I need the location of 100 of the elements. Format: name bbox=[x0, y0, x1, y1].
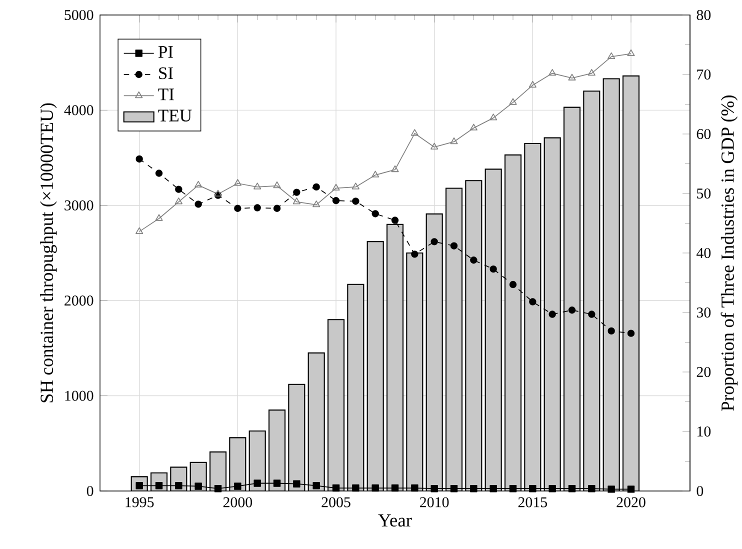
point bbox=[254, 480, 261, 487]
bar bbox=[583, 90, 600, 491]
point bbox=[548, 310, 556, 318]
point bbox=[430, 142, 438, 150]
bar bbox=[563, 106, 581, 491]
bar bbox=[445, 188, 463, 491]
point bbox=[411, 484, 418, 492]
point bbox=[608, 486, 615, 493]
legend-label: TEU bbox=[158, 110, 192, 122]
point bbox=[312, 183, 320, 191]
y2-tick-label: 0 bbox=[696, 486, 704, 496]
point bbox=[372, 210, 379, 218]
point bbox=[136, 155, 143, 163]
point bbox=[490, 114, 498, 120]
point bbox=[194, 200, 202, 208]
x-tick-label: 2015 bbox=[518, 497, 548, 508]
point bbox=[175, 186, 182, 193]
point bbox=[174, 198, 182, 204]
point bbox=[470, 124, 478, 130]
point bbox=[470, 485, 478, 492]
bar bbox=[308, 352, 325, 491]
point bbox=[214, 485, 222, 492]
point bbox=[490, 265, 497, 273]
bar bbox=[426, 213, 443, 491]
y2-tick-label: 40 bbox=[696, 248, 711, 258]
point bbox=[450, 242, 458, 250]
y2-axis-title: Proportion of Three Industries in GDP (%) bbox=[720, 95, 738, 411]
point bbox=[509, 280, 517, 288]
y2-tick-label: 50 bbox=[697, 188, 711, 199]
point bbox=[254, 204, 261, 212]
x-tick-label: 2000 bbox=[223, 497, 252, 508]
y-tick-label: 4000 bbox=[64, 105, 94, 116]
point bbox=[155, 214, 163, 221]
point bbox=[430, 238, 438, 246]
bar bbox=[504, 154, 522, 491]
point bbox=[352, 484, 360, 492]
y-tick-label: 1000 bbox=[65, 390, 94, 401]
bar bbox=[366, 241, 384, 491]
y2-tick-label: 20 bbox=[696, 366, 711, 378]
bar bbox=[229, 437, 246, 491]
bar bbox=[248, 430, 266, 491]
bar bbox=[288, 384, 306, 491]
point bbox=[568, 306, 576, 314]
point bbox=[194, 482, 202, 490]
x-tick-label: 2005 bbox=[322, 497, 350, 508]
x-tick-label: 2020 bbox=[616, 497, 646, 508]
y-tick-label: 0 bbox=[86, 486, 94, 496]
point bbox=[254, 182, 262, 190]
point bbox=[352, 182, 360, 190]
point bbox=[352, 198, 360, 205]
point bbox=[627, 330, 635, 337]
y2-tick-label: 80 bbox=[696, 10, 711, 20]
point bbox=[568, 74, 576, 80]
point bbox=[273, 181, 281, 188]
bar bbox=[544, 137, 561, 491]
point bbox=[391, 484, 399, 492]
point bbox=[490, 485, 497, 492]
point bbox=[136, 227, 144, 234]
bar bbox=[406, 252, 424, 491]
x-axis-title: Year bbox=[378, 514, 412, 527]
bar bbox=[484, 168, 502, 491]
point bbox=[155, 170, 163, 177]
point bbox=[470, 256, 478, 264]
point bbox=[450, 137, 458, 144]
point bbox=[627, 486, 635, 493]
bar bbox=[465, 180, 482, 491]
point bbox=[332, 484, 340, 492]
point bbox=[529, 298, 536, 306]
legend-label: SI bbox=[159, 67, 173, 80]
point bbox=[273, 480, 281, 487]
point bbox=[194, 180, 202, 188]
point bbox=[234, 204, 242, 212]
point bbox=[234, 482, 242, 490]
point bbox=[588, 310, 596, 318]
point bbox=[234, 179, 242, 186]
point bbox=[332, 197, 340, 204]
point bbox=[293, 188, 300, 196]
bar bbox=[327, 319, 345, 491]
point bbox=[529, 485, 536, 492]
legend-label: TI bbox=[158, 88, 174, 100]
point bbox=[548, 485, 556, 492]
point bbox=[627, 49, 635, 56]
legend-label: PI bbox=[158, 46, 173, 58]
point bbox=[391, 165, 399, 172]
y-tick-label: 2000 bbox=[64, 296, 94, 306]
point bbox=[588, 485, 596, 492]
point bbox=[292, 198, 300, 204]
point bbox=[588, 69, 596, 76]
point bbox=[214, 190, 222, 196]
point bbox=[509, 485, 517, 492]
point bbox=[391, 216, 399, 224]
point bbox=[332, 184, 340, 191]
point bbox=[312, 482, 320, 490]
y2-tick-label: 10 bbox=[698, 426, 711, 437]
point bbox=[175, 482, 182, 490]
bar bbox=[622, 75, 640, 491]
point bbox=[372, 170, 380, 178]
point bbox=[528, 80, 536, 88]
point bbox=[568, 485, 576, 492]
point bbox=[312, 200, 320, 208]
